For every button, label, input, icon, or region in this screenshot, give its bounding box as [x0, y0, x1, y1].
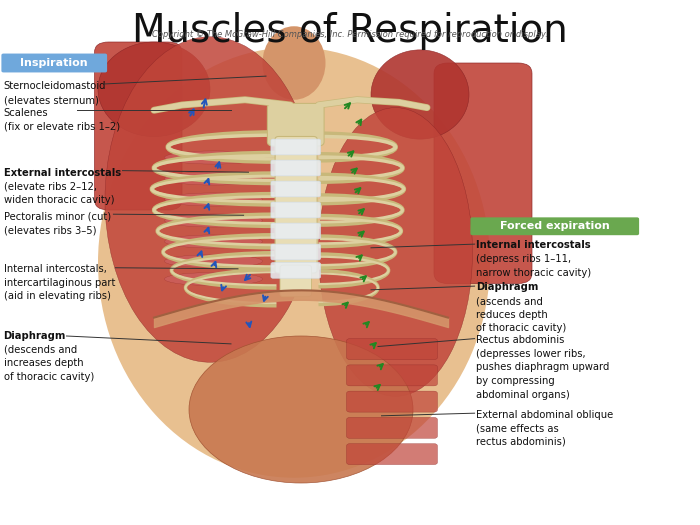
Text: Internal intercostals: Internal intercostals — [476, 240, 591, 250]
Text: (aid in elevating ribs): (aid in elevating ribs) — [4, 291, 111, 301]
Text: (descends and: (descends and — [4, 344, 77, 354]
Ellipse shape — [164, 235, 262, 248]
FancyBboxPatch shape — [346, 365, 438, 386]
Text: Diaphragm: Diaphragm — [4, 331, 66, 341]
Text: (elevates ribs 3–5): (elevates ribs 3–5) — [4, 225, 96, 235]
FancyBboxPatch shape — [271, 262, 321, 278]
Ellipse shape — [164, 172, 262, 185]
Text: increases depth: increases depth — [4, 358, 83, 368]
Ellipse shape — [164, 151, 262, 164]
Text: of thoracic cavity): of thoracic cavity) — [4, 372, 94, 382]
FancyBboxPatch shape — [94, 42, 182, 210]
FancyBboxPatch shape — [470, 217, 639, 235]
FancyBboxPatch shape — [346, 391, 438, 412]
FancyBboxPatch shape — [346, 339, 438, 360]
FancyBboxPatch shape — [280, 265, 312, 297]
Text: Internal intercostals,: Internal intercostals, — [4, 264, 106, 274]
Text: by compressing: by compressing — [476, 376, 554, 386]
Text: Copyright © The McGraw-Hill Companies, Inc. Permission required for reproduction: Copyright © The McGraw-Hill Companies, I… — [152, 30, 548, 39]
Text: intercartilaginous part: intercartilaginous part — [4, 278, 115, 288]
Text: (elevates sternum): (elevates sternum) — [4, 95, 99, 105]
Ellipse shape — [98, 47, 490, 478]
Text: External intercostals: External intercostals — [4, 168, 120, 178]
Text: Rectus abdominis: Rectus abdominis — [476, 335, 564, 345]
Text: pushes diaphragm upward: pushes diaphragm upward — [476, 362, 610, 372]
Text: Forced expiration: Forced expiration — [500, 221, 610, 232]
FancyBboxPatch shape — [346, 444, 438, 465]
Text: reduces depth: reduces depth — [476, 310, 547, 320]
Ellipse shape — [164, 214, 262, 227]
Text: Sternocleidomastoid: Sternocleidomastoid — [4, 81, 106, 91]
FancyBboxPatch shape — [271, 181, 321, 197]
Text: Muscles of Respiration: Muscles of Respiration — [132, 12, 568, 49]
FancyBboxPatch shape — [271, 139, 321, 155]
FancyBboxPatch shape — [1, 54, 107, 72]
Text: narrow thoracic cavity): narrow thoracic cavity) — [476, 268, 591, 278]
Ellipse shape — [371, 50, 469, 139]
Text: (elevate ribs 2–12,: (elevate ribs 2–12, — [4, 182, 97, 192]
Ellipse shape — [189, 336, 413, 483]
Text: (fix or elevate ribs 1–2): (fix or elevate ribs 1–2) — [4, 121, 120, 131]
Text: Inspiration: Inspiration — [20, 58, 88, 68]
Text: of thoracic cavity): of thoracic cavity) — [476, 323, 566, 333]
Text: External abdominal oblique: External abdominal oblique — [476, 410, 613, 419]
FancyBboxPatch shape — [267, 103, 324, 146]
Text: (ascends and: (ascends and — [476, 296, 543, 306]
FancyBboxPatch shape — [346, 417, 438, 438]
Text: Scalenes: Scalenes — [4, 108, 48, 118]
Text: rectus abdominis): rectus abdominis) — [476, 437, 566, 447]
FancyBboxPatch shape — [271, 223, 321, 239]
Text: (depresses lower ribs,: (depresses lower ribs, — [476, 349, 586, 359]
FancyBboxPatch shape — [271, 160, 321, 176]
Ellipse shape — [98, 42, 210, 136]
Ellipse shape — [105, 37, 315, 362]
FancyBboxPatch shape — [434, 63, 532, 284]
Text: abdominal organs): abdominal organs) — [476, 390, 570, 400]
Ellipse shape — [164, 255, 262, 268]
FancyBboxPatch shape — [271, 202, 321, 218]
Ellipse shape — [262, 26, 326, 100]
Text: (same effects as: (same effects as — [476, 423, 559, 433]
Ellipse shape — [164, 272, 262, 286]
Text: widen thoracic cavity): widen thoracic cavity) — [4, 195, 114, 205]
Ellipse shape — [318, 108, 472, 396]
FancyBboxPatch shape — [271, 244, 321, 260]
Text: Diaphragm: Diaphragm — [476, 282, 538, 292]
Text: (depress ribs 1–11,: (depress ribs 1–11, — [476, 254, 571, 264]
Text: Pectoralis minor (cut): Pectoralis minor (cut) — [4, 212, 111, 222]
FancyBboxPatch shape — [275, 136, 317, 273]
Ellipse shape — [164, 193, 262, 206]
